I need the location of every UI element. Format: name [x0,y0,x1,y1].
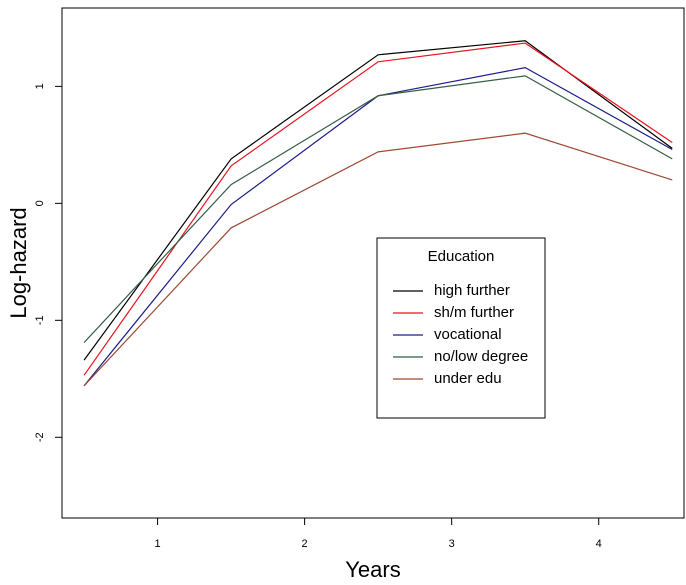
series-line [83,42,673,376]
legend-label: sh/m further [434,304,514,321]
legend-label: high further [434,282,510,299]
y-tick-label: 0 [34,200,46,206]
y-tick-label: 1 [34,83,46,89]
series-line [83,75,673,343]
series-line [83,132,673,387]
y-tick-label: -1 [34,315,46,325]
y-axis-label: Log-hazard [6,207,31,318]
x-tick-label: 3 [449,538,455,550]
x-tick-label: 1 [155,538,161,550]
plot-frame [61,7,685,519]
x-axis-label: Years [345,557,400,582]
legend-label: under edu [434,370,502,387]
legend-label: no/low degree [434,348,528,365]
legend-box [376,237,546,419]
y-tick-label: -2 [34,432,46,442]
x-tick-label: 2 [302,538,308,550]
x-tick-label: 4 [596,538,602,550]
legend-label: vocational [434,326,502,343]
legend-title: Education [428,248,495,265]
